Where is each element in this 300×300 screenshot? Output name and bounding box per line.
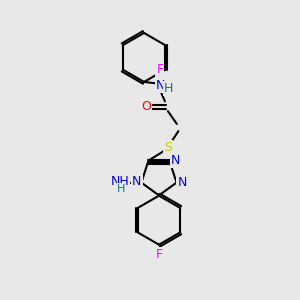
Text: N: N xyxy=(170,154,180,167)
Text: NH: NH xyxy=(110,175,129,188)
Text: N: N xyxy=(132,175,142,188)
Text: F: F xyxy=(156,63,164,76)
Text: F: F xyxy=(155,248,163,261)
Text: N: N xyxy=(156,79,165,92)
Text: H: H xyxy=(164,82,173,95)
Text: O: O xyxy=(142,100,152,113)
Text: N: N xyxy=(177,176,187,189)
Text: H: H xyxy=(117,184,125,194)
Text: S: S xyxy=(164,140,172,154)
